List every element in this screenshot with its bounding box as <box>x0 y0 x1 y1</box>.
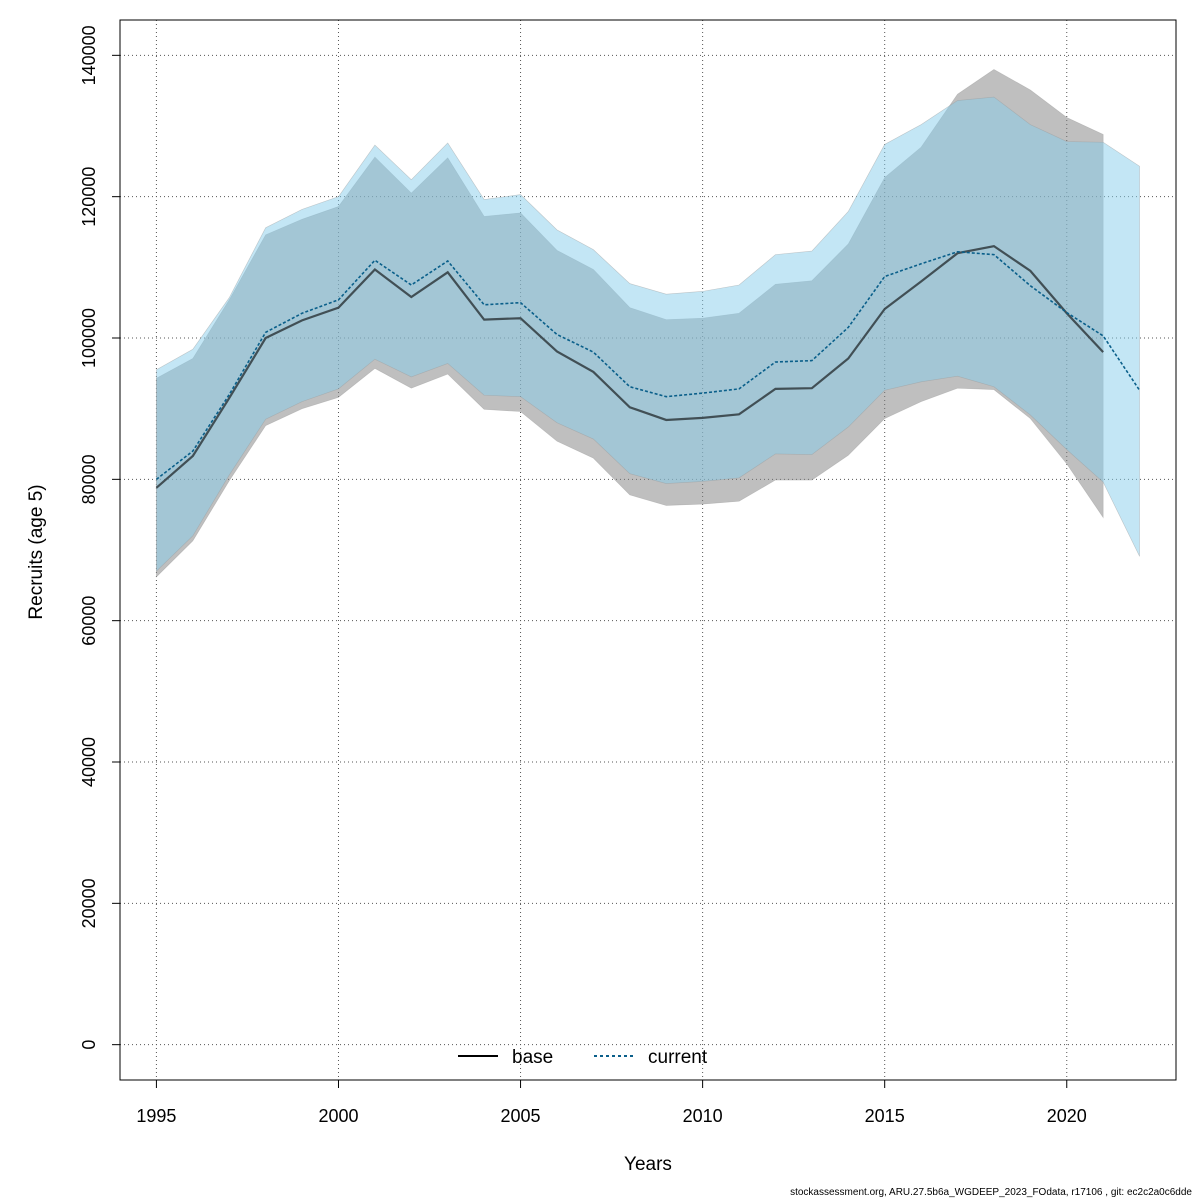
series-lines <box>155 244 1141 489</box>
x-tick-label: 2015 <box>865 1106 905 1126</box>
confidence-bands <box>156 69 1140 578</box>
legend: base current <box>458 1047 708 1068</box>
axes: 1995 2000 2005 2010 2015 2020 0 20000 40000 60000… <box>79 25 1087 1126</box>
footer-source: stockassessment.org, ARU.27.5b6a_WGDEEP_… <box>790 1187 1192 1198</box>
x-tick-label: 2005 <box>501 1106 541 1126</box>
plot-frame <box>119 19 1177 1081</box>
line-current <box>155 250 1141 480</box>
y-tick-label: 120000 <box>79 167 99 227</box>
y-tick-label: 100000 <box>79 308 99 368</box>
y-axis-title: Recruits (age 5) <box>26 484 47 619</box>
x-tick-label: 2010 <box>683 1106 723 1126</box>
y-tick-label: 80000 <box>79 454 99 504</box>
x-tick-label: 2000 <box>318 1106 358 1126</box>
legend-label-current: current <box>648 1047 708 1068</box>
y-tick-label: 20000 <box>79 878 99 928</box>
confidence-band-current <box>156 96 1140 572</box>
y-tick-label: 40000 <box>79 737 99 787</box>
y-tick-label: 140000 <box>79 25 99 85</box>
x-tick-label: 1995 <box>136 1106 176 1126</box>
legend-label-base: base <box>512 1047 553 1068</box>
x-axis-title: Years <box>624 1154 672 1175</box>
y-tick-label: 0 <box>79 1040 99 1050</box>
x-tick-label: 2020 <box>1047 1106 1087 1126</box>
line-base <box>155 244 1104 489</box>
y-tick-label: 60000 <box>79 596 99 646</box>
